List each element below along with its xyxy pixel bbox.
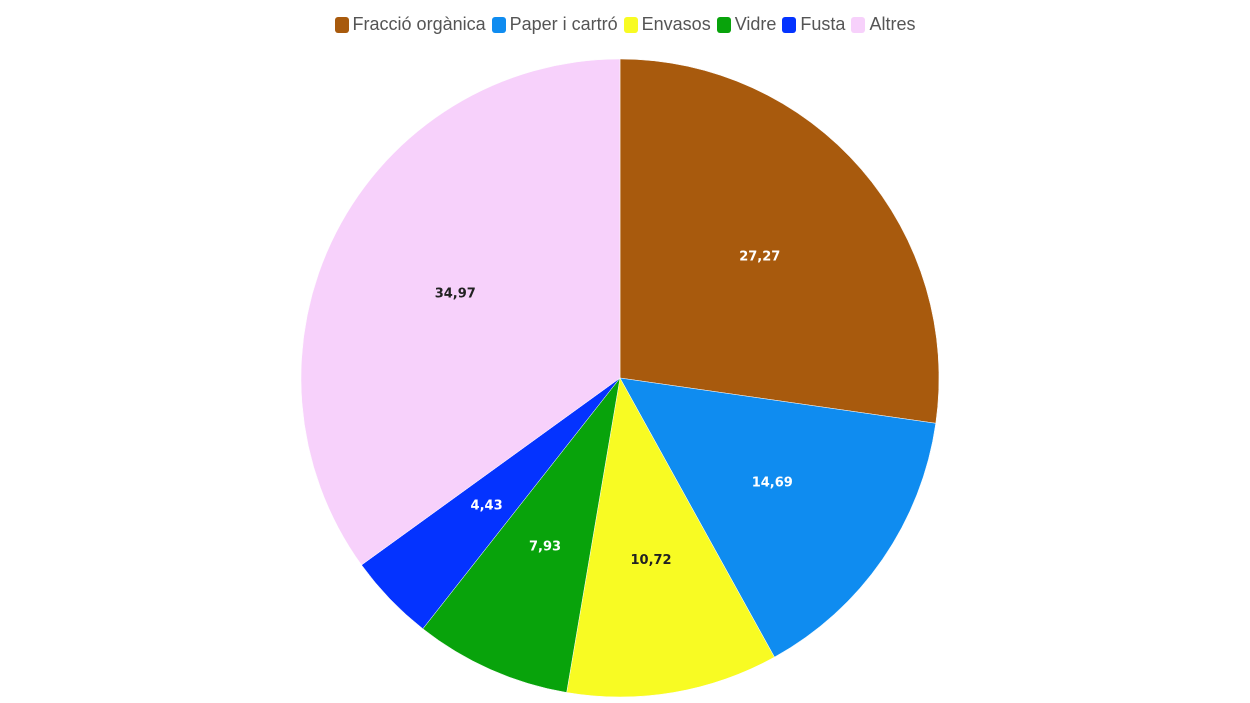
legend-item-paper-i-cartro[interactable]: Paper i cartró: [491, 14, 618, 35]
legend-label-vidre: Vidre: [734, 14, 777, 34]
slice-value-label-fusta: 4,43: [471, 499, 503, 514]
legend-swatch-envasos: [623, 16, 638, 33]
slice-value-label-envasos: 10,72: [630, 553, 671, 568]
pie-slice-paper-i-cartro[interactable]: [619, 377, 937, 658]
pie-slice-labels: 27,27 14,69 10,72 7,93 4,43 34,97: [435, 249, 793, 568]
legend-item-altres[interactable]: Altres: [851, 14, 915, 35]
legend-label-altres: Altres: [869, 14, 916, 34]
pie-slice-altres[interactable]: [300, 58, 621, 566]
legend-label-envasos: Envasos: [641, 14, 711, 34]
slice-value-label-fraccio-organica: 27,27: [739, 249, 780, 264]
slice-value-label-paper-i-cartro: 14,69: [752, 476, 793, 491]
legend-swatch-paper-i-cartro: [491, 16, 506, 33]
legend-label-fraccio-organica: Fracció orgànica: [352, 14, 486, 34]
legend-swatch-vidre: [716, 16, 731, 33]
legend-item-fusta[interactable]: Fusta: [782, 14, 845, 35]
legend-label-fusta: Fusta: [800, 14, 846, 34]
legend-item-vidre[interactable]: Vidre: [716, 14, 777, 35]
legend: Fracció orgànica Paper i cartró Envasos …: [0, 14, 1250, 35]
legend-swatch-fusta: [782, 16, 797, 33]
pie-slice-fraccio-organica[interactable]: [619, 58, 940, 424]
legend-item-fraccio-organica[interactable]: Fracció orgànica: [334, 14, 486, 35]
slice-value-label-altres: 34,97: [435, 286, 476, 301]
legend-swatch-altres: [851, 16, 866, 33]
pie-slice-envasos[interactable]: [566, 377, 775, 698]
pie-slice-vidre[interactable]: [422, 377, 621, 693]
pie-slices: [300, 58, 940, 698]
legend-label-paper-i-cartro: Paper i cartró: [509, 14, 618, 34]
slice-value-label-vidre: 7,93: [529, 540, 561, 555]
legend-item-envasos[interactable]: Envasos: [623, 14, 711, 35]
legend-swatch-fraccio-organica: [334, 16, 349, 33]
